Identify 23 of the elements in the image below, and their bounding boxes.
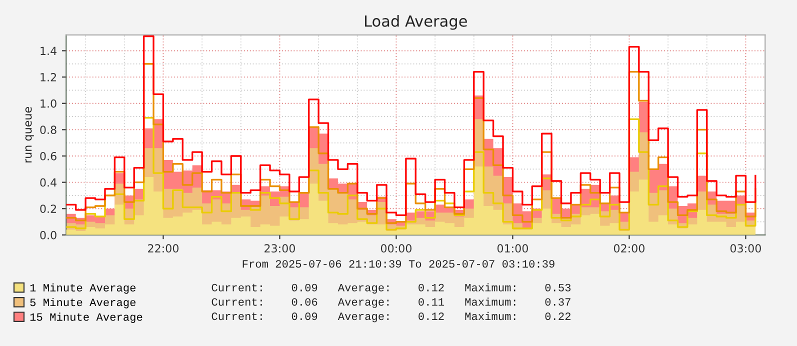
y-tick-label: 0.2 bbox=[40, 204, 56, 213]
x-tick-label: 23:00 bbox=[264, 244, 295, 253]
y-tick-label: 0.4 bbox=[40, 178, 56, 187]
text: Current: 0.06 Average: 0.11 Maximum: 0.37 bbox=[212, 298, 570, 308]
legend-label: 1 Minute Average bbox=[30, 283, 136, 294]
y-tick-label: 0.8 bbox=[40, 126, 56, 134]
y-tick-label: 1.0 bbox=[40, 99, 56, 108]
y-axis-title: run queue bbox=[25, 107, 34, 162]
x-tick-label: 01:00 bbox=[497, 244, 528, 253]
y-tick-label: 1.2 bbox=[40, 73, 56, 82]
legend-label: 5 Minute Average bbox=[30, 298, 136, 308]
y-tick-label: 0.6 bbox=[40, 152, 56, 160]
legend-label: 15 Minute Average bbox=[30, 312, 142, 323]
x-tick-label: 00:00 bbox=[380, 244, 412, 253]
text: Current: 0.09 Average: 0.12 Maximum: 0.22 bbox=[212, 312, 570, 322]
text: Current: 0.09 Average: 0.12 Maximum: 0.53 bbox=[212, 283, 571, 294]
chart-title: Load Average bbox=[365, 15, 467, 30]
y-tick-label: 0.0 bbox=[40, 230, 56, 240]
y-tick-label: 1.4 bbox=[40, 46, 56, 55]
text: From 2025-07-06 21:10:39 To 2025-07-07 03:10:39 bbox=[242, 260, 554, 268]
x-tick-label: 02:00 bbox=[614, 244, 644, 253]
x-tick-label: 22:00 bbox=[148, 244, 178, 253]
x-tick-label: 03:00 bbox=[730, 244, 761, 253]
